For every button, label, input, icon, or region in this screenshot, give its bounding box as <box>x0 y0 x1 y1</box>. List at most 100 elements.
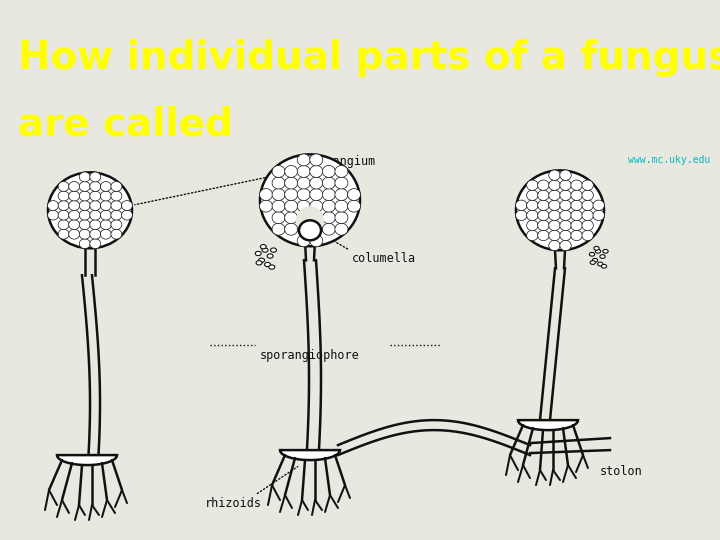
Ellipse shape <box>258 258 264 262</box>
Ellipse shape <box>560 190 571 200</box>
Ellipse shape <box>271 248 276 252</box>
Ellipse shape <box>593 200 605 211</box>
Text: rhizoids: rhizoids <box>205 497 262 510</box>
Polygon shape <box>280 450 340 460</box>
Ellipse shape <box>590 252 595 256</box>
Ellipse shape <box>323 188 336 200</box>
Ellipse shape <box>90 210 101 220</box>
Ellipse shape <box>111 201 122 211</box>
Ellipse shape <box>538 180 549 191</box>
Ellipse shape <box>549 170 560 180</box>
Ellipse shape <box>560 180 571 191</box>
Ellipse shape <box>310 212 323 224</box>
Ellipse shape <box>79 230 90 239</box>
Ellipse shape <box>348 200 361 212</box>
Ellipse shape <box>269 265 275 269</box>
Ellipse shape <box>68 230 80 239</box>
Ellipse shape <box>603 249 608 253</box>
Text: columella: columella <box>352 252 416 265</box>
Ellipse shape <box>549 200 560 211</box>
Ellipse shape <box>526 230 538 241</box>
Ellipse shape <box>594 246 599 250</box>
Text: How individual parts of a fungus: How individual parts of a fungus <box>18 39 720 77</box>
Ellipse shape <box>549 180 560 191</box>
Ellipse shape <box>582 220 593 231</box>
Ellipse shape <box>58 191 69 201</box>
Ellipse shape <box>272 177 285 189</box>
Ellipse shape <box>297 177 310 189</box>
Ellipse shape <box>538 230 549 241</box>
Ellipse shape <box>526 210 538 220</box>
Ellipse shape <box>582 210 593 220</box>
Text: www.mc.uky.edu: www.mc.uky.edu <box>628 156 710 165</box>
Ellipse shape <box>582 200 593 211</box>
Ellipse shape <box>79 210 90 220</box>
Ellipse shape <box>255 251 261 255</box>
Ellipse shape <box>272 188 285 200</box>
Ellipse shape <box>79 181 90 191</box>
Ellipse shape <box>560 200 571 211</box>
Ellipse shape <box>111 220 122 229</box>
Ellipse shape <box>79 191 90 201</box>
Ellipse shape <box>582 190 593 200</box>
Ellipse shape <box>593 210 605 220</box>
Ellipse shape <box>516 210 527 220</box>
Ellipse shape <box>310 165 323 178</box>
Ellipse shape <box>297 200 310 212</box>
Ellipse shape <box>58 210 69 220</box>
Ellipse shape <box>79 220 90 229</box>
Ellipse shape <box>538 190 549 200</box>
Ellipse shape <box>323 212 336 224</box>
Ellipse shape <box>79 201 90 211</box>
Ellipse shape <box>100 220 112 229</box>
Ellipse shape <box>284 165 297 178</box>
Ellipse shape <box>58 181 69 191</box>
Ellipse shape <box>272 165 285 178</box>
Ellipse shape <box>260 154 360 246</box>
Polygon shape <box>57 455 117 465</box>
Ellipse shape <box>538 210 549 220</box>
Ellipse shape <box>272 212 285 224</box>
Ellipse shape <box>256 261 262 265</box>
Ellipse shape <box>259 188 272 200</box>
Ellipse shape <box>79 172 90 182</box>
Ellipse shape <box>299 220 321 240</box>
Ellipse shape <box>90 230 101 239</box>
Ellipse shape <box>68 220 80 229</box>
Ellipse shape <box>122 210 132 220</box>
Ellipse shape <box>526 220 538 231</box>
Ellipse shape <box>284 200 297 212</box>
Ellipse shape <box>79 239 90 249</box>
Ellipse shape <box>297 188 310 200</box>
Ellipse shape <box>560 240 571 251</box>
Ellipse shape <box>284 212 297 224</box>
Ellipse shape <box>90 191 101 201</box>
Ellipse shape <box>90 181 101 191</box>
Ellipse shape <box>90 239 101 249</box>
Ellipse shape <box>582 230 593 241</box>
Ellipse shape <box>571 180 582 191</box>
Ellipse shape <box>100 191 112 201</box>
Ellipse shape <box>100 201 112 211</box>
Ellipse shape <box>549 210 560 220</box>
Ellipse shape <box>335 223 348 235</box>
Ellipse shape <box>100 181 112 191</box>
Ellipse shape <box>560 170 571 180</box>
Ellipse shape <box>310 177 323 189</box>
Ellipse shape <box>90 172 101 182</box>
Ellipse shape <box>595 249 600 253</box>
Ellipse shape <box>48 201 58 211</box>
Ellipse shape <box>284 177 297 189</box>
Ellipse shape <box>297 212 310 224</box>
Ellipse shape <box>297 223 310 235</box>
Ellipse shape <box>310 235 323 247</box>
Ellipse shape <box>323 223 336 235</box>
Ellipse shape <box>560 230 571 241</box>
Ellipse shape <box>297 165 310 178</box>
Ellipse shape <box>122 201 132 211</box>
Ellipse shape <box>335 165 348 178</box>
Ellipse shape <box>272 223 285 235</box>
Ellipse shape <box>560 210 571 220</box>
Ellipse shape <box>571 230 582 241</box>
Ellipse shape <box>297 154 310 166</box>
